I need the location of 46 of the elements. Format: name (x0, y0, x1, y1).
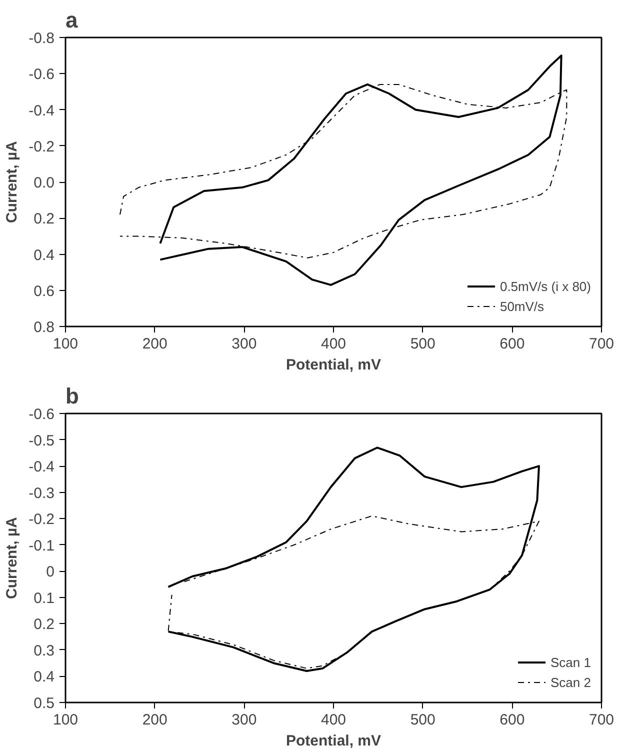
y-tick-label: 0.4 (34, 246, 55, 264)
y-tick-label: -0.2 (28, 138, 55, 156)
x-tick-label: 200 (142, 336, 168, 352)
x-axis-title: Potential, mV (286, 732, 382, 750)
y-tick-label: 0.3 (34, 642, 55, 660)
y-tick-label: 0 (46, 564, 54, 581)
x-tick-label: 500 (410, 336, 436, 352)
x-tick-label: 300 (232, 712, 257, 728)
y-tick-label: 0.2 (34, 210, 55, 228)
y-tick-label: 0.0 (34, 174, 55, 192)
x-tick-label: 600 (500, 336, 525, 352)
y-tick-label: -0.4 (28, 458, 55, 476)
y-tick-label: -0.1 (28, 537, 55, 554)
x-tick-label: 100 (52, 712, 78, 728)
x-tick-label: 400 (320, 336, 346, 352)
x-tick-label: 700 (588, 712, 614, 728)
y-tick-label: -0.5 (28, 432, 55, 450)
y-tick-label: -0.4 (28, 102, 55, 120)
y-tick-label: 0.4 (34, 668, 55, 686)
legend-label: 50mV/s (500, 298, 544, 314)
y-axis-title: Current, µA (4, 140, 21, 223)
y-tick-label: 0.2 (34, 616, 55, 634)
y-tick-label: -0.2 (28, 511, 55, 528)
x-tick-label: 300 (232, 336, 257, 352)
line-series (167, 446, 540, 672)
x-axis-title: Potential, mV (286, 356, 382, 374)
chart-title: a (66, 8, 78, 32)
legend-label: Scan 2 (550, 674, 591, 690)
x-tick-label: 100 (52, 336, 78, 352)
y-tick-label: -0.3 (28, 484, 55, 502)
y-tick-label: 0.1 (34, 590, 55, 607)
y-tick-label: -0.8 (28, 30, 55, 47)
legend-label: Scan 1 (550, 654, 591, 670)
y-tick-label: 0.8 (34, 319, 55, 336)
x-tick-label: 200 (142, 712, 168, 728)
y-axis-title: Current, µA (4, 516, 21, 599)
x-tick-label: 600 (500, 712, 525, 728)
y-tick-label: 0.6 (34, 282, 55, 300)
legend-label: 0.5mV/s (i x 80) (500, 278, 591, 294)
y-tick-label: -0.6 (28, 66, 55, 84)
x-tick-label: 500 (410, 712, 436, 728)
y-tick-label: 0.5 (34, 695, 55, 712)
x-tick-label: 700 (588, 336, 614, 352)
y-tick-label: -0.6 (28, 406, 55, 423)
x-tick-label: 400 (320, 712, 346, 728)
chart-title: b (66, 384, 79, 408)
